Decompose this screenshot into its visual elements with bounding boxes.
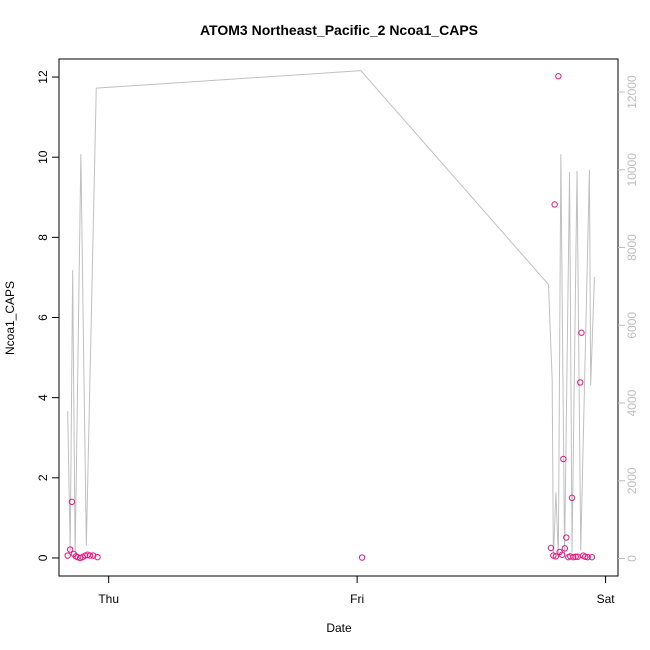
series-line	[67, 70, 595, 559]
plot-layer: 0 2 4 6 8 10 12 0 2000 4000 6000 8000 10000 12000 Thu F…	[36, 70, 639, 606]
y-tick-label: 0	[36, 554, 50, 561]
data-point	[551, 201, 558, 208]
data-point	[568, 494, 576, 502]
y2-tick-label: 4000	[625, 389, 639, 416]
chart-title: ATOM3 Northeast_Pacific_2 Ncoa1_CAPS	[200, 22, 478, 38]
y2-tick-label: 0	[625, 555, 639, 562]
y2-tick-label: 2000	[625, 467, 639, 494]
data-point	[560, 455, 567, 463]
y-tick-label: 12	[36, 70, 50, 84]
data-point	[572, 553, 579, 560]
data-point	[547, 544, 555, 552]
data-point	[582, 553, 589, 560]
data-point	[552, 553, 560, 560]
x-tick-label: Thu	[98, 592, 119, 606]
data-point	[90, 552, 97, 559]
plot-frame	[58, 58, 619, 577]
x-tick-label: Sat	[597, 592, 616, 606]
x-axis-label: Date	[326, 621, 352, 635]
y-tick-label: 6	[36, 314, 50, 321]
x-tick-label: Fri	[350, 592, 364, 606]
data-point	[577, 379, 584, 386]
data-point	[570, 553, 577, 561]
data-point	[584, 553, 591, 561]
data-point	[558, 551, 566, 558]
data-point	[358, 554, 366, 561]
data-point	[561, 545, 569, 552]
data-point	[66, 546, 74, 553]
data-point	[86, 552, 94, 559]
data-point	[563, 534, 570, 541]
y-axis-label: Ncoa1_CAPS	[3, 281, 17, 355]
y2-tick-label: 6000	[625, 312, 639, 339]
data-point	[555, 73, 562, 80]
data-point	[64, 552, 71, 559]
data-point	[578, 329, 585, 336]
y2-tick-label: 10000	[625, 153, 639, 187]
y2-tick-label: 8000	[625, 234, 639, 261]
data-point	[68, 498, 76, 506]
data-point	[94, 553, 101, 561]
y-tick-label: 10	[36, 150, 50, 164]
y-tick-label: 8	[36, 234, 50, 241]
y2-tick-label: 12000	[625, 75, 639, 109]
y-tick-label: 4	[36, 394, 50, 401]
data-point	[588, 553, 596, 561]
y-tick-label: 2	[36, 474, 50, 481]
